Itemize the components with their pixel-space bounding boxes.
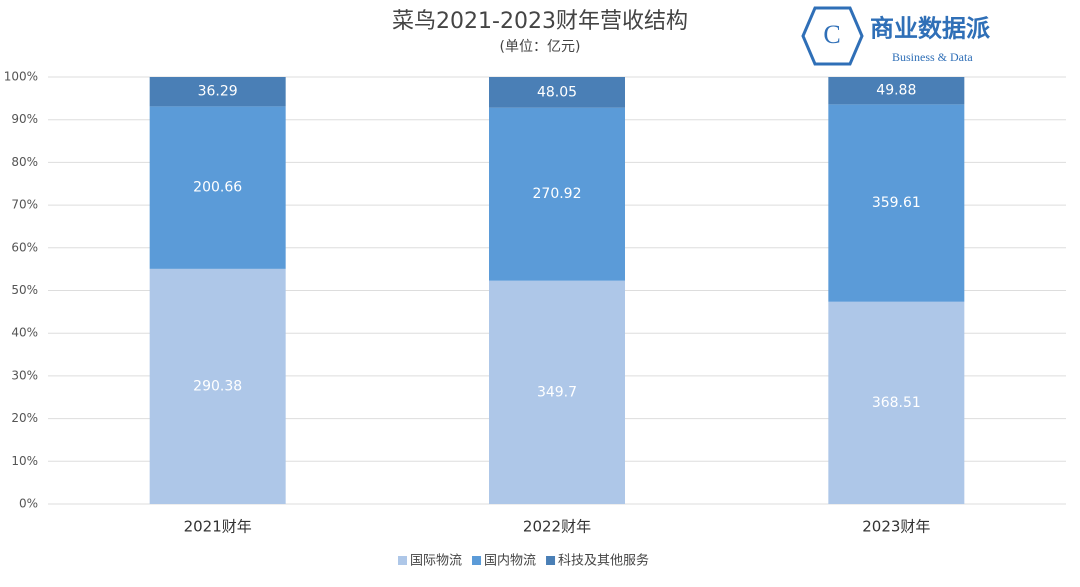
y-tick-label: 100%: [4, 70, 38, 84]
legend-swatch: [398, 556, 407, 565]
y-tick-label: 10%: [11, 454, 38, 468]
x-tick-label: 2022财年: [523, 518, 591, 536]
bar-segment: [149, 268, 286, 504]
y-tick-label: 60%: [11, 240, 38, 254]
chart-title: 菜鸟2021-2023财年营收结构: [392, 9, 688, 34]
y-tick-label: 70%: [11, 198, 38, 212]
y-tick-label: 80%: [11, 155, 38, 169]
y-tick-label: 90%: [11, 112, 38, 126]
bar-segment: [828, 77, 965, 105]
value-label: 290.38: [193, 378, 242, 394]
bar-segment: [489, 77, 625, 108]
logo: C 商业数据派 Business & Data: [801, 6, 990, 66]
legend-label: 国内物流: [484, 553, 536, 569]
legend-label: 科技及其他服务: [558, 553, 649, 569]
bar-segment: [489, 280, 625, 504]
x-tick-label: 2023财年: [862, 518, 930, 536]
value-label: 49.88: [876, 83, 916, 99]
bar-segment: [828, 104, 965, 302]
value-label: 48.05: [537, 84, 577, 100]
logo-name: 商业数据派: [870, 14, 990, 43]
y-tick-label: 0%: [19, 497, 38, 511]
y-tick-label: 20%: [11, 411, 38, 425]
bar-segment: [149, 77, 286, 107]
y-tick-label: 40%: [11, 326, 38, 340]
legend-label: 国际物流: [410, 554, 462, 569]
value-label: 36.29: [198, 84, 238, 100]
x-tick-label: 2021财年: [184, 518, 252, 536]
legend-swatch: [472, 556, 482, 565]
logo-icon: C: [823, 20, 840, 49]
y-tick-label: 30%: [11, 368, 38, 382]
bar-segment: [828, 301, 965, 504]
value-label: 359.61: [872, 195, 921, 211]
y-tick-label: 50%: [11, 283, 38, 297]
value-label: 200.66: [193, 180, 242, 196]
value-label: 368.51: [872, 395, 921, 411]
chart-subtitle: (单位：亿元): [500, 39, 581, 55]
value-label: 270.92: [533, 186, 582, 202]
legend-swatch: [546, 556, 556, 565]
bar-segment: [149, 106, 286, 269]
logo-tagline: Business & Data: [892, 50, 973, 64]
logo-frame: [801, 6, 864, 66]
value-label: 349.7: [537, 384, 577, 400]
bar-segment: [489, 107, 625, 281]
